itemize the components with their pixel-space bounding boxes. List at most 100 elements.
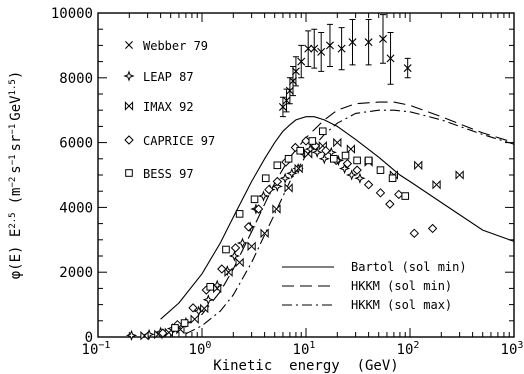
y-axis-title-phi: φ(E)	[8, 246, 24, 280]
webber-79-point	[337, 44, 346, 53]
y-axis-title-e-sup: 2.5	[8, 212, 18, 228]
leap-87-point	[279, 172, 291, 184]
x-axis-title: Kinetic energy (GeV)	[213, 358, 398, 374]
data-points	[125, 14, 464, 342]
legend-label-webber-79: Webber 79	[143, 39, 208, 53]
imax-92-point	[414, 160, 423, 171]
leap-87-point	[354, 172, 366, 184]
bess-97-point	[318, 127, 327, 136]
imax-92-point	[272, 204, 281, 214]
imax-92-point	[260, 228, 269, 239]
bess-97-point	[388, 174, 397, 183]
bess-97-point	[235, 210, 244, 218]
webber-79-point	[386, 54, 395, 63]
x-axis-title-word-3: (GeV)	[357, 358, 399, 374]
caprice-97-point	[158, 328, 168, 338]
bess-97-point	[250, 195, 259, 204]
imax-92-point	[432, 179, 441, 190]
webber-79-point	[297, 57, 306, 66]
legend-label-imax-92: IMAX 92	[143, 100, 194, 114]
bess-97-point	[401, 192, 410, 200]
x-axis-title-word-1: Kinetic	[213, 358, 272, 374]
y-axis-title-e: E	[8, 229, 24, 237]
y-tick-label: 10000	[51, 6, 93, 22]
leap-87-point	[286, 167, 298, 180]
webber-79-point	[348, 38, 357, 47]
imax-92-point	[200, 303, 209, 314]
legend-marker-bess-97	[125, 169, 133, 177]
caprice-97-point	[385, 199, 395, 209]
x-axis-title-word-2: energy	[289, 358, 340, 374]
webber-79-point	[282, 96, 291, 105]
legend: Webber 79 LEAP 87 IMAX 92 CAPRICE 97 BESS 97	[123, 39, 215, 181]
imax-92-point	[224, 267, 233, 278]
caprice-97-point	[342, 158, 353, 169]
webber-79-point	[317, 47, 326, 56]
caprice-97-point	[409, 228, 420, 239]
imax-92-point	[247, 241, 256, 252]
y-tick-label: 6000	[59, 136, 93, 152]
legend-label-bess-97: BESS 97	[143, 167, 194, 181]
caprice-97-point	[217, 264, 227, 274]
legend-marker-leap-87	[123, 70, 135, 82]
bess-97-point	[329, 155, 338, 163]
x-tick-label: 103	[501, 340, 524, 358]
caprice-97-point	[230, 243, 241, 253]
caprice-97-point	[321, 145, 331, 156]
webber-79-point	[364, 38, 373, 47]
imax-92-point	[318, 141, 327, 151]
imax-92-point	[235, 257, 244, 268]
bess-97-point	[376, 166, 385, 174]
imax-92-point	[346, 144, 355, 154]
imax-92-point	[140, 330, 149, 341]
webber-79-point	[285, 86, 294, 95]
webber-79-point	[291, 67, 300, 76]
bess-97-point	[273, 161, 282, 170]
leap-87-point	[346, 169, 358, 181]
imax-92-point	[455, 170, 464, 180]
imax-92-point	[304, 149, 313, 159]
curve-dashdot	[185, 109, 514, 335]
webber-79-point	[278, 102, 287, 111]
curve-legend-label-dashdot: HKKM (sol max)	[351, 298, 452, 312]
bess-97-point	[206, 282, 215, 291]
caprice-97-point	[243, 222, 254, 232]
bess-97-point	[222, 245, 230, 254]
caprice-97-point	[188, 303, 198, 313]
leap-87-point	[202, 294, 214, 306]
curve-dashed	[170, 101, 514, 335]
y-axis-title: φ(E) E2.5(m−2s−1sr−1GeV1.5)	[8, 71, 24, 280]
bess-97-point	[364, 156, 373, 165]
legend-marker-caprice-97	[124, 135, 134, 145]
x-tick-label: 102	[397, 340, 420, 358]
webber-79-point	[310, 44, 319, 53]
bess-97-point	[296, 146, 305, 155]
webber-79-point	[304, 44, 313, 53]
leap-87-point	[236, 237, 249, 249]
leap-87-point	[228, 250, 241, 262]
leap-87-point	[211, 279, 223, 291]
curve-legend: Bartol (sol min) HKKM (sol min) HKKM (sol …	[282, 260, 467, 312]
caprice-97-point	[253, 204, 264, 214]
x-tick-label: 101	[293, 340, 316, 358]
leap-87-point	[271, 180, 283, 192]
bess-97-point	[171, 324, 179, 332]
y-axis-title-s-sup: −1	[8, 154, 18, 165]
y-axis-title-m-sup: −2	[8, 177, 18, 188]
y-tick-label: 4000	[59, 200, 93, 216]
x-tick-label: 10−1	[82, 340, 111, 358]
curve-legend-label-dashed: HKKM (sol min)	[351, 279, 452, 293]
caprice-97-point	[427, 223, 438, 234]
bess-97-point	[308, 137, 317, 145]
imax-92-point	[333, 137, 342, 148]
y-tick-label: 8000	[59, 71, 93, 87]
webber-79-point	[403, 64, 412, 73]
bess-97-point	[353, 156, 361, 165]
bess-97-point	[284, 155, 293, 163]
webber-79-point	[289, 77, 297, 86]
webber-79-point	[325, 41, 334, 50]
y-axis-title-sr: sr	[8, 135, 24, 152]
bess-97-point	[180, 319, 189, 327]
leap-87-point	[338, 162, 351, 175]
